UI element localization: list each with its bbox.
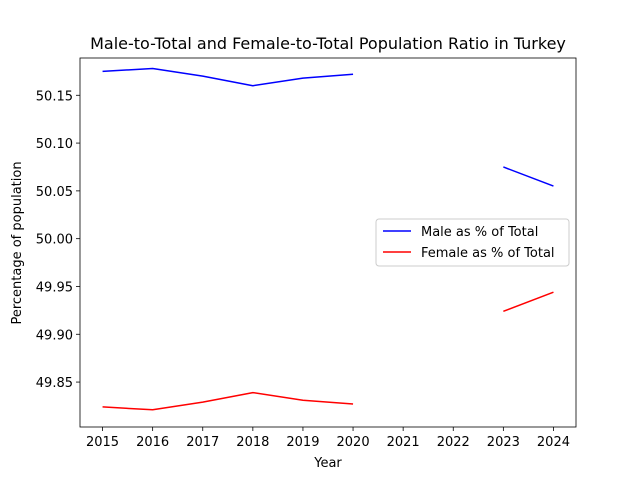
x-tick-label: 2024 [537, 435, 570, 450]
y-tick-label: 50.10 [36, 137, 73, 152]
y-tick-label: 49.90 [36, 328, 73, 343]
x-tick-label: 2020 [337, 435, 370, 450]
x-tick-label: 2023 [487, 435, 520, 450]
axes: 2015 2016 2017 2018 2019 2020 2021 2022 2023 2024… [36, 57, 577, 450]
legend-label-male: Male as % of Total [421, 225, 538, 240]
legend-label-female: Female as % of Total [421, 246, 555, 261]
y-tick-label: 50.00 [36, 233, 73, 248]
plot-frame [79, 57, 577, 428]
x-tick-label: 2021 [387, 435, 420, 450]
chart-title: Male-to-Total and Female-to-Total Popula… [90, 34, 566, 53]
x-axis-label: Year [313, 456, 342, 471]
y-tick-label: 49.85 [36, 376, 73, 391]
y-tick-label: 49.95 [36, 280, 73, 295]
y-tick-label: 50.15 [36, 89, 73, 104]
x-tick-label: 2019 [286, 435, 319, 450]
x-tick-label: 2017 [186, 435, 219, 450]
series-line-male-segment-1 [503, 166, 554, 187]
series-line-female-segment-1 [503, 291, 554, 313]
legend-frame [375, 218, 570, 267]
plot-area [102, 67, 554, 411]
series-line-male-segment-0 [102, 67, 354, 87]
y-tick-label: 50.05 [36, 185, 73, 200]
legend: Male as % of Total Female as % of Total [375, 218, 570, 267]
x-tick-label: 2022 [437, 435, 470, 450]
x-tick-label: 2016 [136, 435, 169, 450]
x-tick-label: 2018 [236, 435, 269, 450]
y-axis-label: Percentage of population [10, 161, 25, 324]
x-tick-label: 2015 [86, 435, 119, 450]
series-line-female-segment-0 [102, 391, 354, 411]
